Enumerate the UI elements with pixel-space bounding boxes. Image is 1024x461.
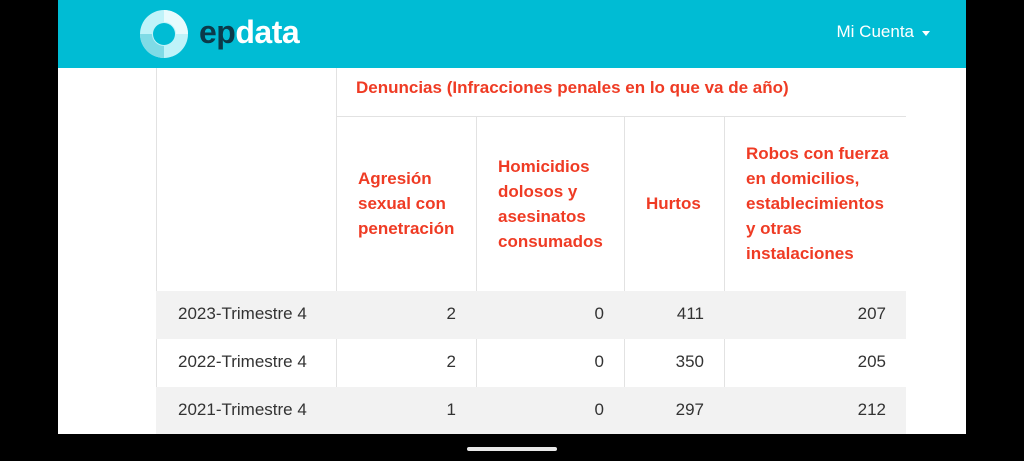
brand-data: data — [235, 14, 300, 50]
column-divider — [476, 116, 477, 434]
brand-name[interactable]: epdata — [199, 14, 300, 51]
column-header-agresion: Agresión sexual con penetración — [358, 169, 455, 238]
app-screen: epdata Mi Cuenta Denuncias (Infracciones… — [58, 0, 966, 434]
account-label: Mi Cuenta — [836, 22, 914, 41]
account-menu-button[interactable]: Mi Cuenta — [837, 22, 930, 42]
column-divider — [724, 116, 725, 434]
cell-agresion: 1 — [446, 400, 456, 419]
top-header: epdata Mi Cuenta — [58, 0, 966, 68]
caret-down-icon — [922, 30, 930, 36]
data-table: Denuncias (Infracciones penales en lo qu… — [156, 68, 906, 434]
column-header-homicidios: Homicidios dolosos y asesinatos consumad… — [498, 156, 603, 251]
system-navigation-bar — [0, 434, 1024, 461]
cell-homicidios: 0 — [594, 304, 604, 323]
column-divider — [624, 116, 625, 434]
cell-agresion: 2 — [446, 304, 456, 323]
table-row: 2023-Trimestre 4 2 0 411 207 — [156, 291, 906, 339]
cell-robos: 212 — [857, 400, 886, 419]
row-label: 2022-Trimestre 4 — [178, 352, 307, 371]
column-header-hurtos: Hurtos — [646, 194, 701, 213]
cell-hurtos: 411 — [676, 304, 704, 323]
cell-robos: 205 — [857, 352, 886, 371]
cell-hurtos: 350 — [675, 352, 704, 371]
group-header-divider — [337, 116, 906, 117]
cell-homicidios: 0 — [594, 352, 604, 371]
row-label: 2023-Trimestre 4 — [178, 304, 307, 323]
cell-homicidios: 0 — [594, 400, 604, 419]
cell-agresion: 2 — [446, 352, 456, 371]
table-left-border — [156, 68, 157, 434]
table-row: 2022-Trimestre 4 2 0 350 205 — [156, 339, 906, 387]
brand-ep: ep — [199, 14, 236, 50]
epdata-logo-icon — [140, 10, 188, 58]
home-gesture-handle[interactable] — [467, 447, 557, 451]
cell-hurtos: 297 — [675, 400, 704, 419]
column-header-robos: Robos con fuerza en domicilios, establec… — [746, 144, 889, 263]
table-row: 2021-Trimestre 4 1 0 297 212 — [156, 387, 906, 434]
column-divider — [336, 68, 337, 434]
cell-robos: 207 — [857, 304, 886, 323]
row-label: 2021-Trimestre 4 — [178, 400, 307, 419]
table-group-header: Denuncias (Infracciones penales en lo qu… — [356, 78, 789, 97]
